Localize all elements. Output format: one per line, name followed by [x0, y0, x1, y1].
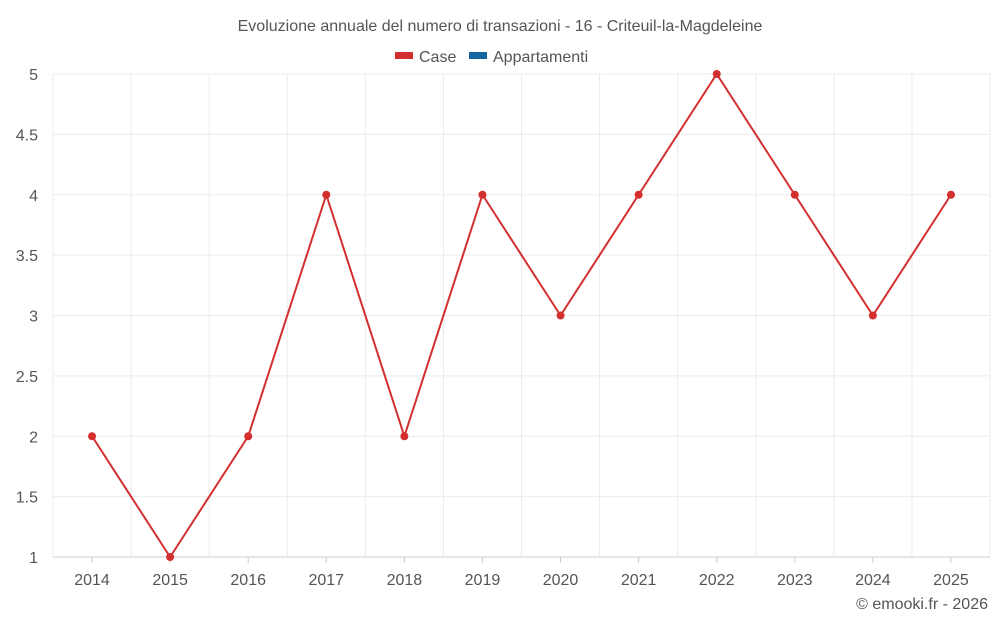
legend-label-case: Case — [419, 49, 456, 66]
chart-title: Evoluzione annuale del numero di transaz… — [238, 18, 763, 35]
data-point[interactable] — [868, 311, 877, 320]
data-point[interactable] — [478, 190, 487, 199]
y-tick-label: 3.5 — [16, 248, 38, 265]
x-tick-label: 2015 — [152, 572, 188, 589]
data-point[interactable] — [166, 553, 175, 561]
x-tick-label: 2018 — [387, 572, 423, 589]
data-point[interactable] — [88, 432, 97, 441]
series-case — [88, 70, 955, 561]
x-tick-label: 2020 — [543, 572, 579, 589]
y-tick-label: 1.5 — [16, 490, 38, 507]
x-tick-label: 2023 — [777, 572, 813, 589]
y-tick-label: 4.5 — [16, 127, 38, 144]
legend-item-appartamenti[interactable]: Appartamenti — [469, 49, 588, 66]
credit-text: © emooki.fr - 2026 — [856, 596, 988, 613]
legend-swatch-case — [395, 52, 413, 59]
legend: Case Appartamenti — [395, 49, 588, 66]
data-point[interactable] — [244, 432, 253, 441]
y-tick-label: 5 — [29, 67, 38, 84]
x-tick-label: 2021 — [621, 572, 657, 589]
legend-label-appartamenti: Appartamenti — [493, 49, 588, 66]
legend-item-case[interactable]: Case — [395, 49, 456, 66]
x-tick-label: 2017 — [308, 572, 344, 589]
y-axis-ticks: 1 1.5 2 2.5 3 3.5 4 4.5 5 — [16, 67, 38, 567]
y-tick-label: 2 — [29, 429, 38, 446]
legend-swatch-appartamenti — [469, 52, 487, 59]
y-tick-label: 2.5 — [16, 369, 38, 386]
x-tick-label: 2025 — [933, 572, 969, 589]
x-tick-label: 2024 — [855, 572, 891, 589]
x-tick-label: 2019 — [465, 572, 501, 589]
y-tick-label: 1 — [29, 550, 38, 567]
y-tick-label: 4 — [29, 188, 38, 205]
data-point[interactable] — [712, 70, 721, 78]
series-line-0 — [91, 73, 952, 558]
data-point[interactable] — [946, 190, 955, 199]
data-point[interactable] — [400, 432, 409, 441]
data-point[interactable] — [322, 190, 331, 199]
data-point[interactable] — [790, 190, 799, 199]
x-tick-label: 2022 — [699, 572, 735, 589]
data-point[interactable] — [634, 190, 643, 199]
y-tick-label: 3 — [29, 309, 38, 326]
x-tick-label: 2014 — [74, 572, 110, 589]
x-tick-label: 2016 — [230, 572, 266, 589]
data-point[interactable] — [556, 311, 565, 320]
x-axis-ticks: 2014 2015 2016 2017 2018 2019 2020 2021 2022 2023… — [74, 557, 969, 589]
